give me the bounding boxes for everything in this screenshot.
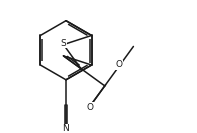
Text: O: O — [86, 103, 94, 112]
Text: S: S — [61, 39, 66, 48]
Text: O: O — [115, 60, 122, 69]
Text: N: N — [63, 124, 69, 133]
